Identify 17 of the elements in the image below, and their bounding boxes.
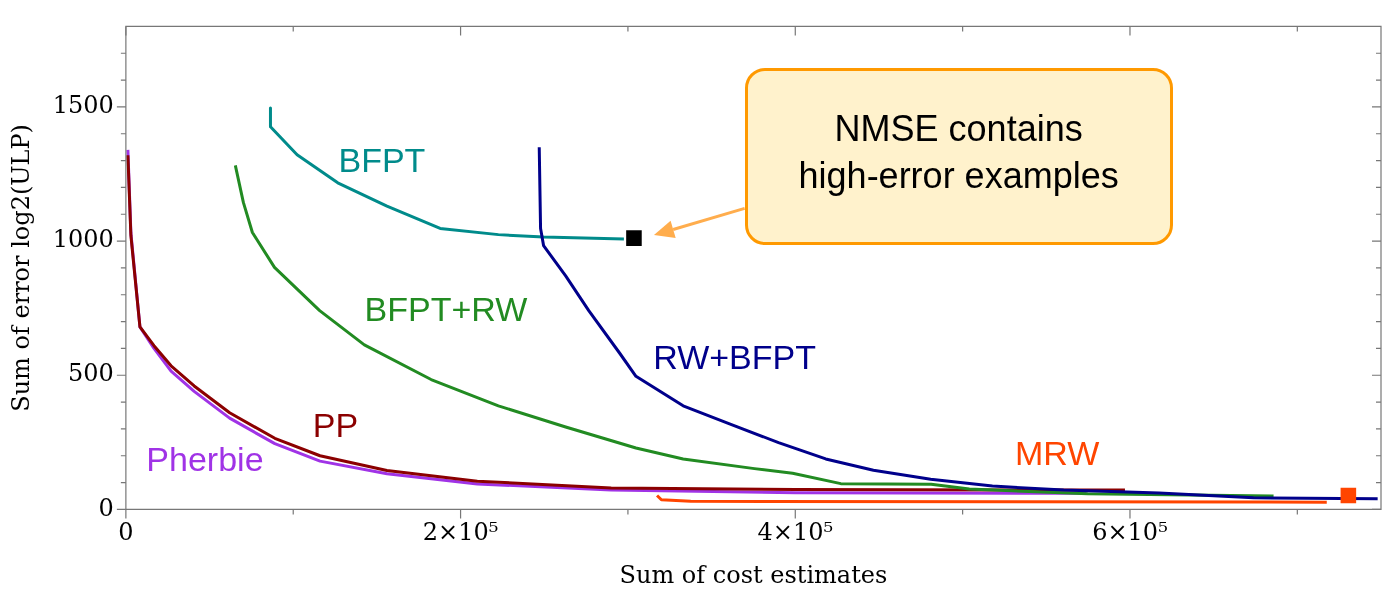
y-tick-label: 500 <box>68 359 114 388</box>
x-tick-label: 0 <box>118 518 134 547</box>
series-label: RW+BFPT <box>653 338 816 377</box>
series-label: Pherbie <box>146 439 264 478</box>
x-axis-title: Sum of cost estimates <box>619 560 888 589</box>
annotation: NMSE contains high-error examples <box>797 107 1120 199</box>
y-tick-label: 1500 <box>52 91 114 120</box>
y-tick-label: 1000 <box>52 225 114 254</box>
x-tick-label: 2×10⁵ <box>422 518 499 547</box>
series-label: PP <box>312 406 359 445</box>
y-axis-title: Sum of error log2(ULP) <box>6 124 35 412</box>
series-label: BFPT <box>338 140 426 179</box>
y-tick-label: 0 <box>98 493 114 522</box>
series-label: BFPT+RW <box>364 289 528 328</box>
x-tick-label: 6×10⁵ <box>1092 518 1168 547</box>
x-tick-label: 4×10⁵ <box>757 518 834 547</box>
series-label: MRW <box>1015 434 1100 473</box>
